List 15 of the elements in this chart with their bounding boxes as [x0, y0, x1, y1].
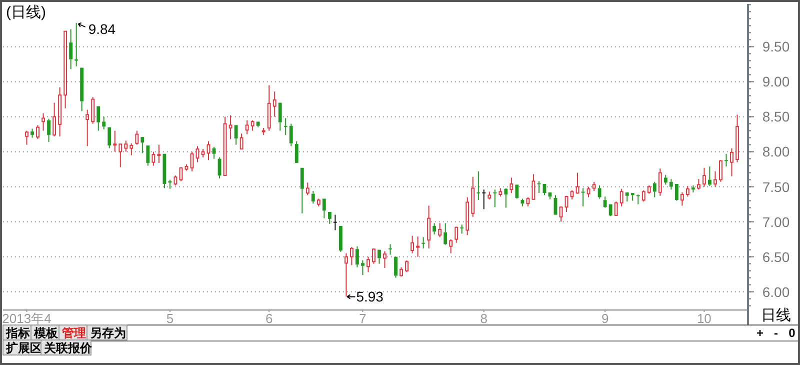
- annotation: 5.93: [346, 288, 384, 305]
- annotation: 9.84: [78, 20, 116, 37]
- annotation: 0: [788, 326, 796, 340]
- annotation: 关联报价: [40, 340, 92, 356]
- annotation: 模板: [30, 324, 60, 340]
- annotation: 另存为: [86, 324, 128, 340]
- annotation: 扩展区: [2, 340, 42, 356]
- annotation: 指标: [2, 324, 32, 340]
- title: (日线): [6, 4, 46, 21]
- annotation: -: [774, 326, 778, 340]
- annotation: 5.93: [356, 288, 384, 305]
- annotation: 管理: [58, 324, 88, 340]
- annotation: +: [756, 326, 764, 340]
- annotation: 9.84: [88, 20, 116, 37]
- annotation: 日线: [761, 307, 791, 324]
